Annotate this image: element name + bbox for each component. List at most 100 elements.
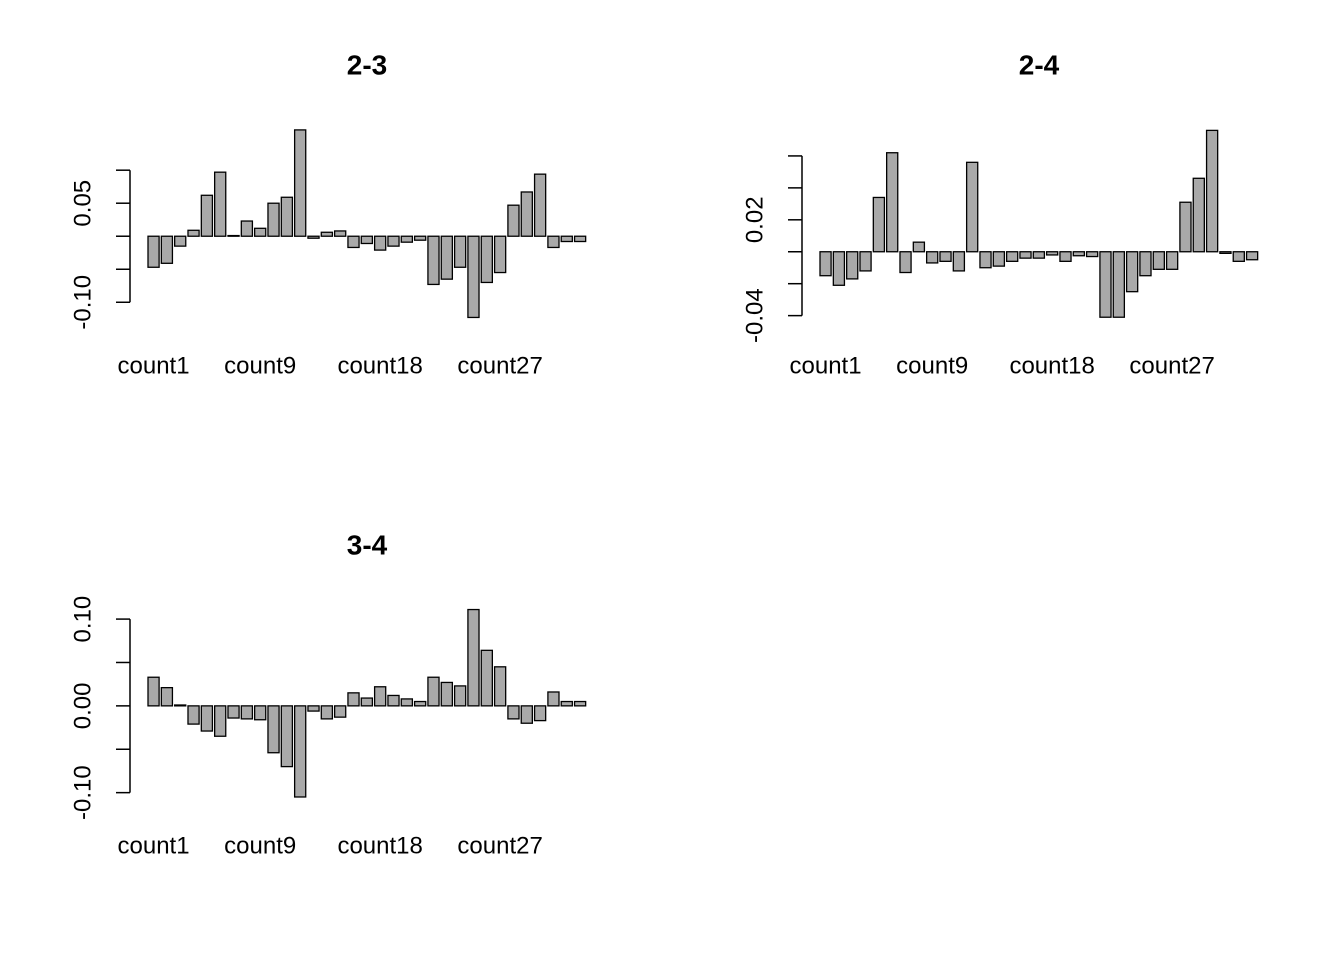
bar bbox=[819, 251, 832, 277]
bar bbox=[872, 196, 886, 253]
bar bbox=[573, 700, 587, 707]
bar bbox=[992, 251, 1006, 267]
bar bbox=[427, 235, 440, 286]
bar bbox=[467, 608, 480, 707]
bar bbox=[253, 705, 267, 721]
bar bbox=[1165, 251, 1179, 270]
y-tick-label: -0.10 bbox=[69, 765, 96, 820]
bar bbox=[267, 705, 280, 754]
bar bbox=[307, 235, 320, 239]
x-tick-label: count9 bbox=[224, 832, 296, 859]
bar bbox=[1232, 251, 1245, 262]
x-tick-label: count27 bbox=[457, 832, 542, 859]
x-tick-label: count9 bbox=[896, 352, 968, 379]
bar bbox=[1245, 251, 1259, 261]
bar bbox=[200, 194, 214, 237]
bar bbox=[360, 235, 374, 245]
bar bbox=[413, 235, 427, 241]
bar bbox=[453, 235, 467, 268]
bar bbox=[925, 251, 939, 264]
x-tick-label: count18 bbox=[1009, 352, 1094, 379]
bar bbox=[939, 251, 952, 262]
chart-title: 2-3 bbox=[347, 49, 387, 80]
x-tick-label: count1 bbox=[118, 352, 190, 379]
bar bbox=[200, 705, 214, 732]
bar bbox=[387, 694, 400, 707]
chart-title: 2-4 bbox=[1019, 49, 1060, 80]
bar bbox=[507, 204, 520, 237]
bar bbox=[533, 705, 547, 722]
bar bbox=[1219, 251, 1232, 254]
y-tick-label: -0.10 bbox=[69, 275, 96, 330]
bar bbox=[1005, 251, 1019, 262]
x-tick-label: count27 bbox=[1129, 352, 1214, 379]
bar bbox=[227, 705, 240, 719]
bar bbox=[440, 235, 454, 280]
bar bbox=[320, 705, 334, 720]
bar bbox=[333, 705, 347, 718]
y-tick-label: 0.05 bbox=[69, 180, 96, 227]
x-tick-label: count18 bbox=[337, 352, 422, 379]
bar bbox=[560, 235, 573, 243]
bar bbox=[573, 235, 587, 243]
bar bbox=[520, 191, 533, 237]
x-tick-label: count18 bbox=[337, 832, 422, 859]
bar bbox=[213, 171, 227, 237]
x-tick-label: count1 bbox=[790, 352, 862, 379]
bar bbox=[886, 152, 899, 253]
bar bbox=[174, 235, 187, 247]
bar bbox=[1072, 251, 1086, 257]
bar bbox=[1112, 251, 1126, 318]
bar bbox=[912, 241, 926, 253]
bar bbox=[373, 686, 387, 707]
bar bbox=[1179, 201, 1192, 253]
bar bbox=[1085, 251, 1099, 258]
bar bbox=[560, 700, 573, 707]
bar bbox=[240, 705, 254, 720]
bar bbox=[480, 649, 494, 707]
y-tick-label: 0.00 bbox=[69, 683, 96, 730]
bar bbox=[213, 705, 227, 737]
bar bbox=[1099, 251, 1112, 318]
bar bbox=[507, 705, 520, 720]
bar bbox=[453, 685, 467, 707]
bar bbox=[979, 251, 992, 269]
bar bbox=[320, 231, 334, 237]
bar bbox=[147, 235, 160, 268]
x-tick-label: count27 bbox=[457, 352, 542, 379]
bar bbox=[1192, 177, 1205, 253]
bar bbox=[493, 235, 507, 274]
bar bbox=[859, 251, 872, 272]
bar bbox=[846, 251, 859, 280]
bar bbox=[280, 705, 294, 768]
bar bbox=[373, 235, 387, 251]
y-tick-label: -0.04 bbox=[741, 288, 768, 343]
bar bbox=[533, 173, 547, 237]
bar bbox=[440, 681, 454, 707]
bar bbox=[160, 686, 174, 707]
bar bbox=[1125, 251, 1139, 293]
bar bbox=[160, 235, 174, 264]
bar bbox=[227, 234, 240, 237]
bar bbox=[467, 235, 480, 319]
bar bbox=[1019, 251, 1032, 259]
bar bbox=[293, 705, 307, 798]
bar bbox=[965, 161, 979, 253]
y-tick-label: 0.02 bbox=[741, 196, 768, 243]
bar bbox=[427, 676, 440, 707]
bar bbox=[480, 235, 494, 284]
x-tick-label: count9 bbox=[224, 352, 296, 379]
bar bbox=[174, 704, 187, 707]
bar bbox=[832, 251, 846, 286]
bar bbox=[267, 202, 280, 237]
bar bbox=[280, 196, 294, 237]
bar bbox=[147, 676, 160, 707]
bar bbox=[547, 691, 560, 707]
bar bbox=[547, 235, 560, 249]
x-tick-label: count1 bbox=[118, 832, 190, 859]
bar bbox=[1139, 251, 1152, 277]
bar bbox=[413, 700, 427, 707]
bar bbox=[400, 698, 414, 707]
